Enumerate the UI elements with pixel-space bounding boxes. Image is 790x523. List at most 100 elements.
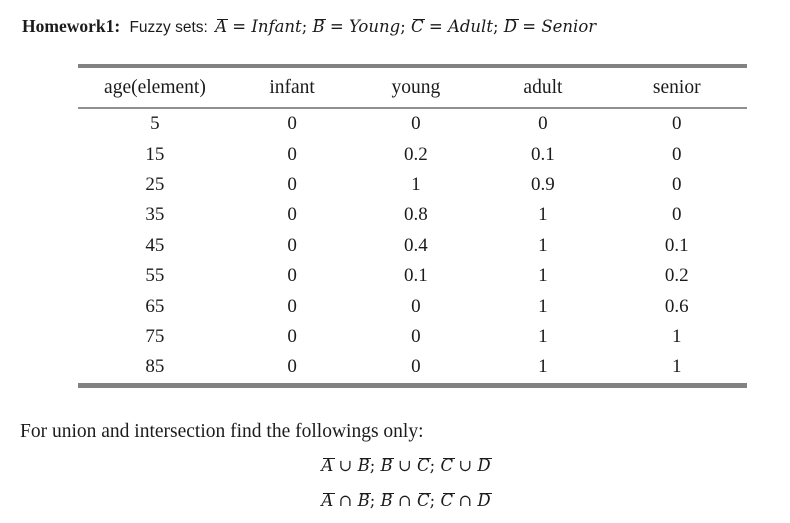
table-cell: 65 [145, 295, 165, 317]
table-cell: 5 [150, 113, 160, 135]
barred-set-symbol: C [417, 491, 431, 510]
barred-set-symbol: C [411, 17, 425, 36]
table-row: 25 0 1 0.9 0 [78, 170, 747, 200]
math-token: Adult [447, 17, 493, 36]
table-cell: 0.1 [403, 265, 428, 287]
math-token: Senior [541, 17, 597, 36]
math-token: ; [369, 491, 381, 510]
table-cell: 0 [411, 356, 421, 378]
table-cell: 0 [671, 113, 682, 135]
col-header-age: age(element) [78, 66, 232, 109]
barred-set-symbol: D [503, 17, 519, 36]
barred-set-symbol: A [321, 491, 335, 510]
math-token: Young [348, 17, 401, 36]
barred-set-symbol: C [440, 491, 455, 510]
union-expressions: A ∪ B; B ∪ C; C ∪ D [11, 456, 790, 476]
table-cell: 0.1 [531, 143, 555, 165]
table-cell: 0.9 [531, 173, 555, 195]
table-row: 85 0 0 1 1 [78, 352, 747, 385]
table-cell: 35 [145, 204, 165, 226]
table-cell: 1 [538, 295, 548, 317]
col-header-young: young [352, 66, 480, 109]
table-cell: 1 [538, 204, 548, 226]
table-cell: 0 [671, 143, 682, 165]
fuzzy-set-definitions: A = Infant; B = Young; C = Adult; D = Se… [215, 17, 596, 36]
barred-set-symbol: D [477, 491, 493, 510]
table-cell: 0 [671, 173, 682, 195]
table-cell: 0 [671, 204, 682, 226]
math-token: ; [492, 17, 504, 36]
table-cell: 0.6 [664, 295, 689, 317]
table-cell: 0 [287, 265, 297, 287]
table-cell: 0.4 [403, 234, 428, 256]
table-cell: 0.8 [403, 204, 428, 226]
math-token: = [517, 17, 542, 36]
barred-set-symbol: A [215, 17, 229, 36]
table-cell: 0 [287, 204, 297, 226]
math-token: ∪ [333, 456, 358, 475]
table-row: 35 0 0.8 1 0 [78, 200, 747, 230]
math-token: ∩ [453, 491, 478, 510]
homework-title: Homework1: Fuzzy sets: A = Infant; B = Y… [22, 16, 596, 37]
col-header-senior: senior [606, 66, 747, 109]
table-cell: 1 [671, 356, 682, 378]
math-token: = [227, 17, 252, 36]
table-row: 45 0 0.4 1 0.1 [78, 231, 747, 261]
math-token: ; [369, 456, 381, 475]
barred-set-symbol: B [357, 456, 372, 475]
table-cell: 1 [538, 265, 548, 287]
barred-set-symbol: B [357, 491, 372, 510]
fuzzy-membership-table: age(element) infant young adult senior 5… [78, 64, 747, 388]
barred-set-symbol: A [321, 456, 335, 475]
table-cell: 0 [287, 356, 297, 378]
table-cell: 0.2 [664, 265, 689, 287]
table-cell: 0 [538, 113, 548, 135]
table-cell: 0 [287, 173, 297, 195]
math-token: ∩ [333, 491, 358, 510]
fuzzy-sets-label: Fuzzy sets: [129, 19, 208, 36]
table-cell: 15 [145, 143, 165, 165]
table-cell: 0 [287, 234, 297, 256]
homework-number-label: Homework1: [22, 16, 121, 36]
table-cell: 1 [538, 325, 548, 347]
barred-set-symbol: D [477, 456, 493, 475]
math-token: ; [400, 17, 411, 36]
table-cell: 0 [287, 143, 297, 165]
table-cell: 1 [411, 173, 421, 195]
table-cell: 0 [287, 295, 297, 317]
math-token: ; [301, 17, 313, 36]
table-row: 65 0 0 1 0.6 [78, 291, 747, 321]
table-cell: 1 [671, 325, 682, 347]
table-row: 55 0 0.1 1 0.2 [78, 261, 747, 291]
table-row: 15 0 0.2 0.1 0 [78, 139, 747, 169]
table-cell: 1 [538, 234, 548, 256]
table-cell: 75 [145, 325, 165, 347]
math-token: ∪ [453, 456, 478, 475]
col-header-adult: adult [479, 66, 607, 109]
math-token: ; [429, 491, 441, 510]
table-body: 5 0 0 0 0 15 0 0.2 0.1 0 25 0 1 0.9 0 35 0 0.8 1 0 45 0 0.4 1 0.… [78, 108, 747, 385]
instruction-text: For union and intersection find the foll… [20, 421, 424, 442]
col-header-infant: infant [231, 66, 353, 109]
table-cell: 0.2 [403, 143, 428, 165]
table-cell: 0 [287, 113, 297, 135]
math-token: ∩ [392, 491, 418, 510]
table-cell: 0 [411, 295, 421, 317]
intersection-expressions: A ∩ B; B ∩ C; C ∩ D [11, 491, 790, 511]
table-cell: 0 [411, 325, 421, 347]
table-cell: 25 [145, 173, 165, 195]
table-header: age(element) infant young adult senior [78, 66, 747, 109]
math-token: ; [429, 456, 441, 475]
barred-set-symbol: C [417, 456, 431, 475]
math-token: = [324, 17, 349, 36]
table-cell: 45 [145, 234, 165, 256]
math-token: ∪ [392, 456, 418, 475]
table-row: 75 0 0 1 1 [78, 322, 747, 352]
table-cell: 85 [145, 356, 165, 378]
barred-set-symbol: C [440, 456, 455, 475]
table-cell: 0 [287, 325, 297, 347]
table-header-row: age(element) infant young adult senior [78, 66, 747, 109]
math-token: Infant [251, 17, 302, 36]
math-token: = [423, 17, 448, 36]
